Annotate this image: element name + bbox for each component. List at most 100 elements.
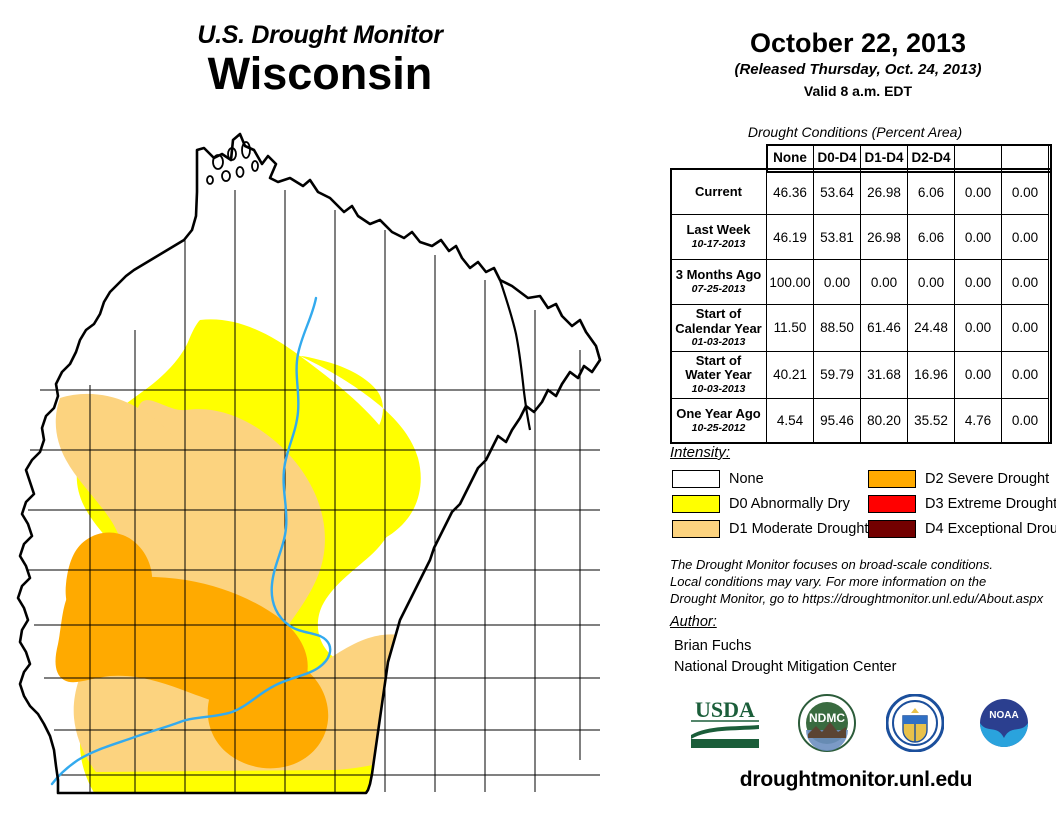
col-header-d0: D0-D4 bbox=[813, 144, 861, 170]
row-date-1: 10-17-2013 bbox=[691, 237, 746, 250]
legend-column-left: None D0 Abnormally Dry D1 Moderate Drought bbox=[672, 466, 868, 541]
green-bay-shore bbox=[498, 279, 532, 431]
cell-r3-c2: 61.46 bbox=[860, 304, 908, 352]
col-header-d2: D2-D4 bbox=[907, 144, 955, 170]
cell-r4-c4: 0.00 bbox=[954, 350, 1002, 399]
legend-swatch-d2 bbox=[868, 469, 916, 488]
row-date-2: 07-25-2013 bbox=[691, 282, 746, 295]
intensity-heading: Intensity: bbox=[670, 444, 731, 461]
table-caption: Drought Conditions (Percent Area) bbox=[747, 124, 963, 140]
rivers bbox=[50, 296, 332, 786]
svg-text:NDMC: NDMC bbox=[809, 711, 845, 725]
table-body: Current 46.36 53.64 26.98 6.06 0.00 0.00 Last W… bbox=[670, 169, 1049, 444]
date-block: October 22, 2013 (Released Thursday, Oct… bbox=[660, 28, 1056, 101]
cell-r5-c4: 4.76 bbox=[954, 397, 1002, 444]
map-svg bbox=[0, 120, 660, 810]
valid-time: Valid 8 a.m. EDT bbox=[803, 83, 913, 100]
cell-r2-c2: 0.00 bbox=[860, 259, 908, 305]
cell-r1-c0: 46.19 bbox=[766, 214, 814, 260]
map-panel: U.S. Drought Monitor Wisconsin bbox=[0, 21, 660, 810]
issue-date: October 22, 2013 bbox=[749, 28, 967, 58]
disclaimer-line-1: Local conditions may vary. For more info… bbox=[670, 574, 987, 590]
door-peninsula bbox=[547, 302, 602, 398]
disclaimer-text: The Drought Monitor focuses on broad-sca… bbox=[670, 556, 1050, 607]
legend-label-d2: D2 Severe Drought bbox=[925, 470, 1050, 487]
table-row: Current 46.36 53.64 26.98 6.06 0.00 0.00 bbox=[670, 169, 1049, 215]
cell-r0-c5: 0.00 bbox=[1001, 169, 1049, 215]
row-label-4: Start of Water Year 10-03-2013 bbox=[670, 350, 767, 399]
usdc-logo[interactable] bbox=[886, 694, 945, 752]
map-title-block: U.S. Drought Monitor Wisconsin bbox=[0, 22, 640, 98]
cell-r2-c5: 0.00 bbox=[1001, 259, 1049, 305]
legend-item-d2: D2 Severe Drought bbox=[868, 466, 1056, 491]
legend-label-d4: D4 Exceptional Drought bbox=[925, 520, 1056, 537]
d0-region-northeast-lobe bbox=[300, 356, 421, 547]
author-heading: Author: bbox=[670, 614, 717, 630]
cell-r4-c3: 16.96 bbox=[907, 350, 955, 399]
cell-r5-c3: 35.52 bbox=[907, 397, 955, 444]
row-label-5: One Year Ago 10-25-2012 bbox=[670, 397, 767, 444]
cell-r3-c3: 24.48 bbox=[907, 304, 955, 352]
disclaimer-line-2: Drought Monitor, go to https://droughtmo… bbox=[670, 591, 1044, 607]
legend-label-d1: D1 Moderate Drought bbox=[729, 520, 869, 537]
table-header-row: None D0-D4 D1-D4 D2-D4 D3-D4 D4 bbox=[671, 144, 1049, 170]
cell-r1-c3: 6.06 bbox=[907, 214, 955, 260]
county-boundaries bbox=[26, 190, 600, 792]
author-block: Brian Fuchs National Drought Mitigation … bbox=[674, 636, 896, 677]
site-url[interactable]: droughtmonitor.unl.edu bbox=[739, 768, 973, 791]
cell-r5-c2: 80.20 bbox=[860, 397, 908, 444]
table-row: One Year Ago 10-25-2012 4.54 95.46 80.20 35.5… bbox=[670, 397, 1049, 444]
col-header-d4: D4 bbox=[1001, 144, 1049, 170]
cell-r2-c3: 0.00 bbox=[907, 259, 955, 305]
cell-r1-c4: 0.00 bbox=[954, 214, 1002, 260]
ndmc-logo[interactable]: NDMC bbox=[797, 694, 856, 752]
col-header-none: None bbox=[766, 144, 814, 170]
cell-r0-c3: 6.06 bbox=[907, 169, 955, 215]
legend-column-right: D2 Severe Drought D3 Extreme Drought D4 Ex… bbox=[868, 466, 1056, 541]
cell-r5-c5: 0.00 bbox=[1001, 397, 1049, 444]
state-outline bbox=[16, 132, 602, 795]
cell-r1-c5: 0.00 bbox=[1001, 214, 1049, 260]
legend-item-d3: D3 Extreme Drought bbox=[868, 491, 1056, 516]
cell-r4-c2: 31.68 bbox=[860, 350, 908, 399]
row-date-3: 01-03-2013 bbox=[691, 336, 746, 349]
legend-item-d4: D4 Exceptional Drought bbox=[868, 516, 1056, 541]
disclaimer-line-0: The Drought Monitor focuses on broad-sca… bbox=[670, 557, 994, 572]
info-panel: October 22, 2013 (Released Thursday, Oct… bbox=[660, 0, 1056, 816]
row-label-1: Last Week 10-17-2013 bbox=[670, 214, 767, 260]
row-date-5: 10-25-2012 bbox=[691, 421, 746, 434]
row-label-3: Start of Calendar Year 01-03-2013 bbox=[670, 304, 767, 352]
drought-conditions-table: None D0-D4 D1-D4 D2-D4 D3-D4 D4 Current 4… bbox=[670, 144, 1049, 444]
row-label-0: Current bbox=[670, 169, 767, 215]
row-label-2: 3 Months Ago 07-25-2013 bbox=[670, 259, 767, 305]
wisconsin-river bbox=[178, 296, 332, 724]
cell-r0-c4: 0.00 bbox=[954, 169, 1002, 215]
cell-r2-c0: 100.00 bbox=[766, 259, 814, 305]
legend-swatch-d4 bbox=[868, 519, 916, 538]
author-name: Brian Fuchs bbox=[674, 638, 752, 654]
cell-r3-c4: 0.00 bbox=[954, 304, 1002, 352]
noaa-logo[interactable]: NOAA bbox=[975, 694, 1033, 752]
d2-region-central bbox=[207, 651, 329, 769]
d1-region-west bbox=[55, 393, 475, 772]
cell-r3-c0: 11.50 bbox=[766, 304, 814, 352]
cell-r3-c5: 0.00 bbox=[1001, 304, 1049, 352]
cell-r2-c1: 0.00 bbox=[813, 259, 861, 305]
cell-r0-c0: 46.36 bbox=[766, 169, 814, 215]
table-row: Start of Water Year 10-03-2013 40.21 59.79 31… bbox=[670, 350, 1049, 399]
legend-label-d3: D3 Extreme Drought bbox=[925, 495, 1056, 512]
cell-r4-c1: 59.79 bbox=[813, 350, 861, 399]
cell-r0-c1: 53.64 bbox=[813, 169, 861, 215]
legend-swatch-d3 bbox=[868, 494, 916, 513]
usda-logo[interactable]: USDA bbox=[683, 695, 767, 751]
wisconsin-drought-map[interactable] bbox=[0, 120, 660, 810]
cell-r5-c0: 4.54 bbox=[766, 397, 814, 444]
col-header-d1: D1-D4 bbox=[860, 144, 908, 170]
legend-item-d0: D0 Abnormally Dry bbox=[672, 491, 868, 516]
legend-item-none: None bbox=[672, 466, 868, 491]
cell-r4-c5: 0.00 bbox=[1001, 350, 1049, 399]
cell-r5-c1: 95.46 bbox=[813, 397, 861, 444]
cell-r0-c2: 26.98 bbox=[860, 169, 908, 215]
svg-text:NOAA: NOAA bbox=[989, 710, 1018, 721]
release-date: (Released Thursday, Oct. 24, 2013) bbox=[734, 61, 982, 79]
